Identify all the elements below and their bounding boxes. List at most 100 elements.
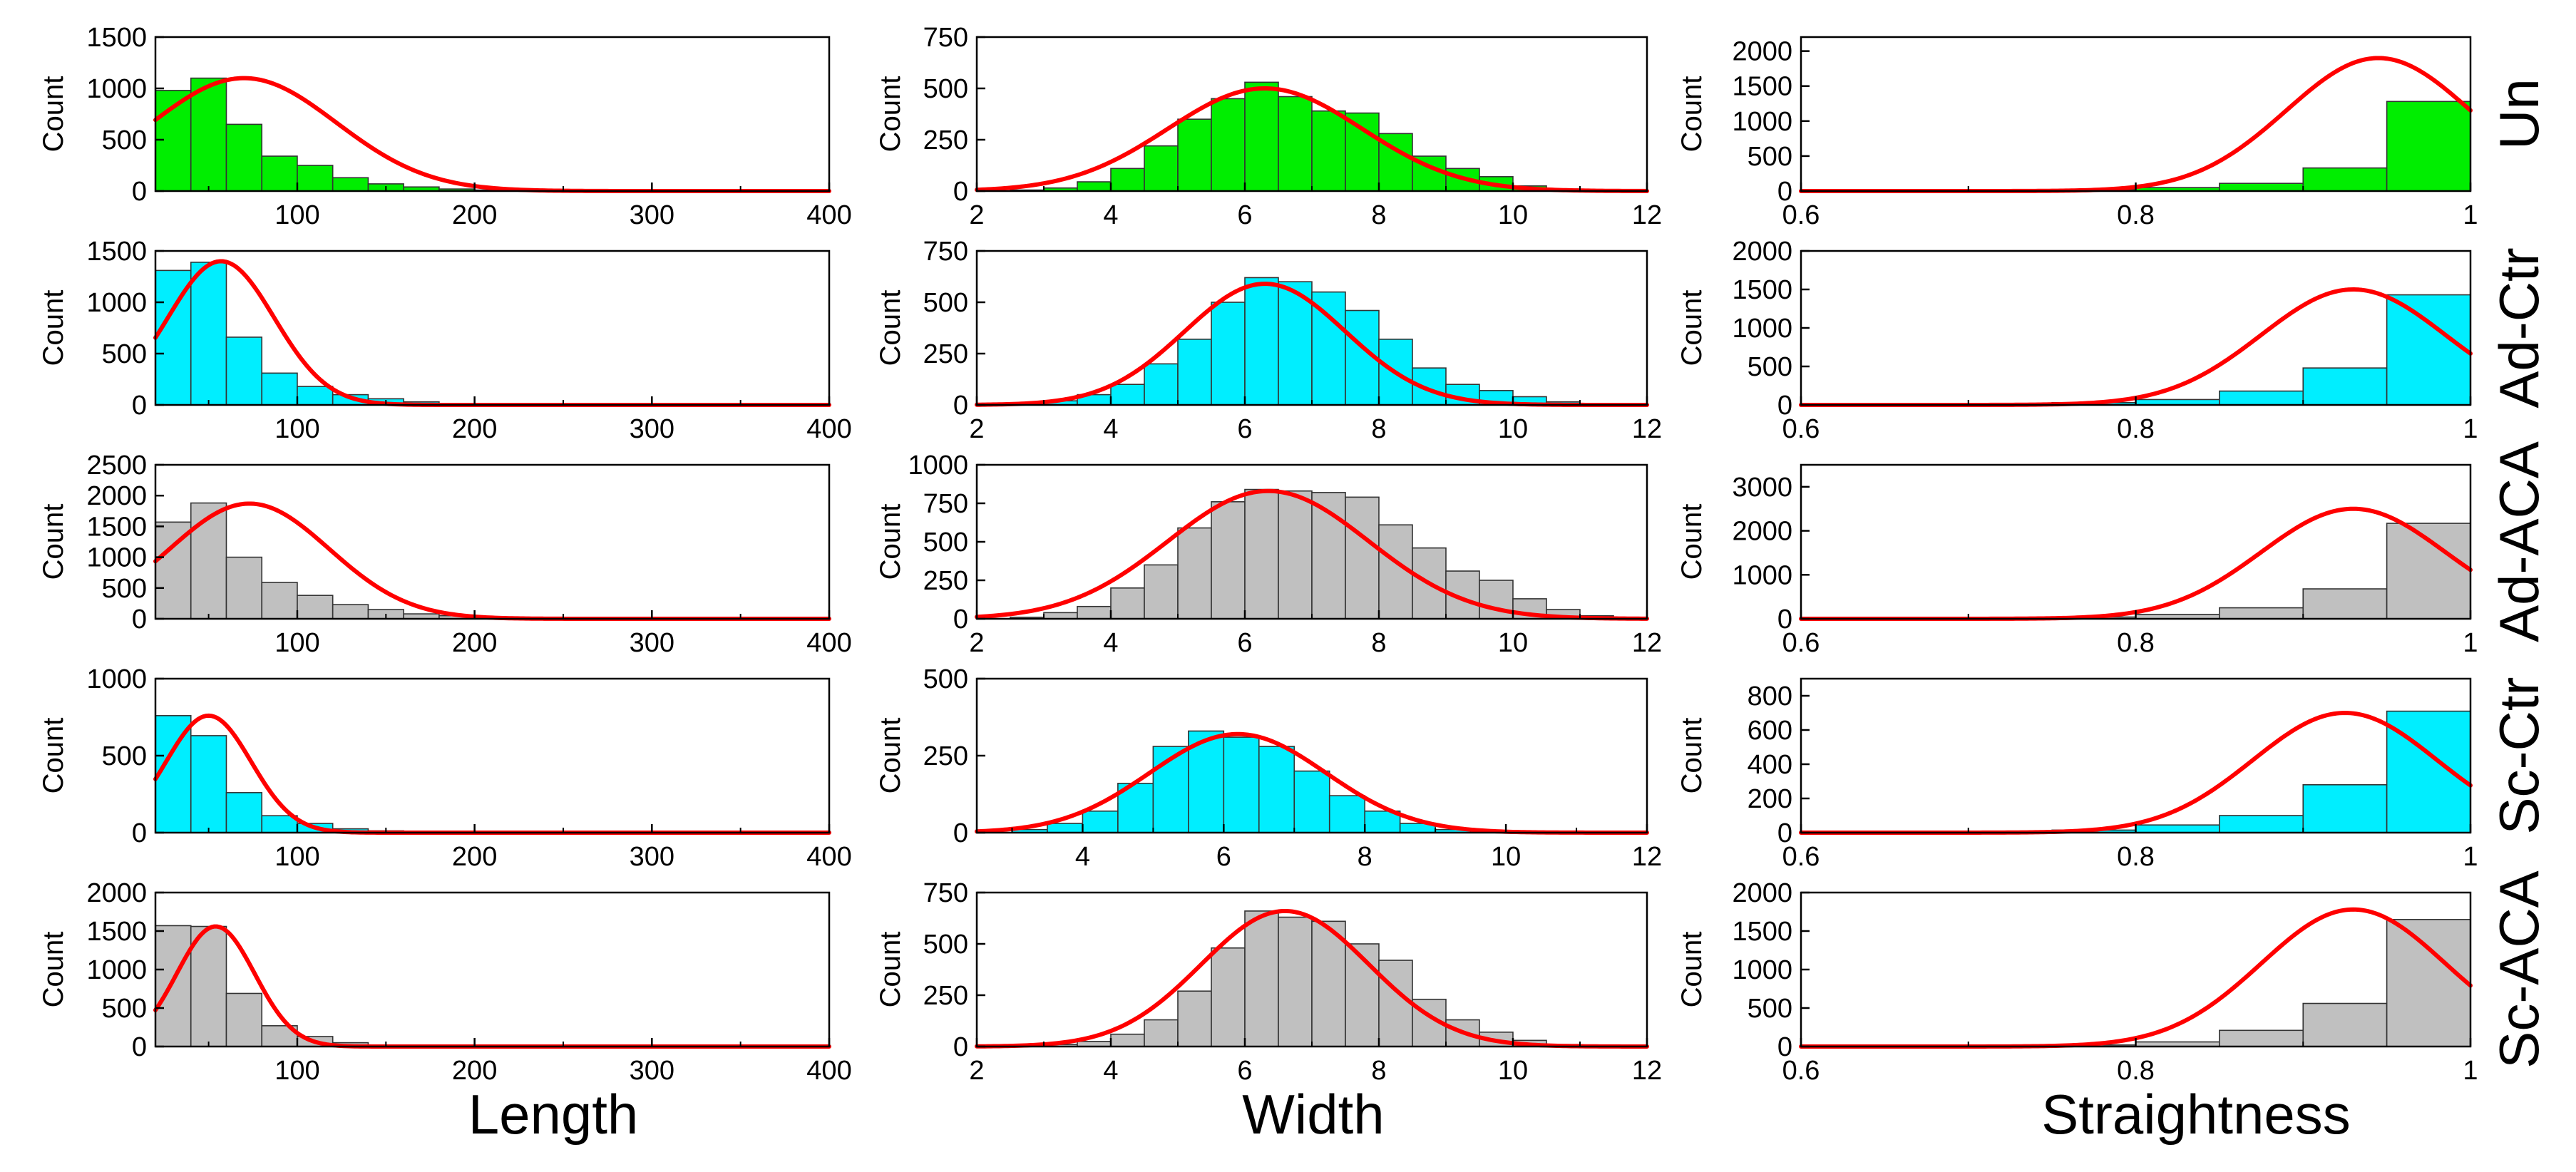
ad-aca-length-y-tick-label: 2000 <box>86 481 147 511</box>
un-width-x-tick-label: 12 <box>1632 200 1662 230</box>
ad-ctr-length-bar <box>190 262 227 406</box>
ad-aca-length-bar <box>225 556 263 620</box>
sc-aca-straightness-y-axis-label: Count <box>1676 932 1708 1008</box>
ad-ctr-length-axes-frame <box>154 250 831 406</box>
row-label-un: Un <box>2488 78 2550 150</box>
sc-ctr-straightness-x-tick-label: 1 <box>2463 842 2478 872</box>
sc-aca-width-fit-curve <box>975 908 1649 1049</box>
un-length-y-axis-label: Count <box>38 76 69 153</box>
un-straightness-y-tick-label: 1000 <box>1732 107 1792 137</box>
sc-aca-straightness-x-tick-label: 0.8 <box>2117 1056 2155 1086</box>
un-length-y-tick-label: 500 <box>102 125 147 155</box>
sc-ctr-straightness-panel: 0.6 0.8 1 0 200 400 600 800 Count <box>1676 677 2478 872</box>
ad-aca-width-y-tick-label: 500 <box>923 528 968 557</box>
sc-aca-width-y-tick-label: 750 <box>923 878 968 908</box>
ad-aca-width-bar <box>1144 564 1179 620</box>
sc-aca-width-x-tick-label: 12 <box>1632 1056 1662 1086</box>
sc-aca-width-bar <box>1278 916 1313 1047</box>
sc-ctr-width-bar <box>1364 810 1401 833</box>
ad-aca-straightness-x-tick-label: 1 <box>2463 628 2478 658</box>
ad-aca-width-x-tick-label: 8 <box>1371 628 1386 658</box>
sc-ctr-length-y-tick-label: 500 <box>102 741 147 771</box>
sc-aca-length-bar <box>155 925 192 1047</box>
un-length-bar <box>261 155 298 192</box>
sc-aca-width-panel: 2 4 6 8 10 12 0 250 500 750 Count <box>875 878 1662 1086</box>
un-length-bar <box>332 177 369 192</box>
un-length-x-tick-label: 100 <box>274 200 319 230</box>
sc-ctr-width-panel: 4 6 8 10 12 0 250 500 Count <box>875 664 1662 872</box>
ad-aca-straightness-bar <box>2219 607 2304 620</box>
un-length-y-tick-label: 0 <box>132 177 147 207</box>
un-width-y-tick-label: 250 <box>923 125 968 155</box>
ad-ctr-width-x-tick-label: 2 <box>969 414 984 444</box>
row-label-sc-aca: Sc-ACA <box>2488 870 2550 1068</box>
sc-aca-length-x-tick-label: 200 <box>452 1056 497 1086</box>
ad-ctr-straightness-y-tick-label: 1500 <box>1732 275 1792 305</box>
column-title-length: Length <box>468 1083 639 1146</box>
sc-ctr-width-x-tick-label: 8 <box>1358 842 1372 872</box>
sc-ctr-width-x-tick-label: 10 <box>1491 842 1521 872</box>
sc-aca-straightness-y-tick-label: 500 <box>1748 994 1792 1024</box>
ad-ctr-width-panel: 2 4 6 8 10 12 0 250 500 750 Count <box>875 237 1662 444</box>
sc-aca-straightness-bar <box>2386 919 2471 1047</box>
un-straightness-y-tick-label: 1500 <box>1732 72 1792 102</box>
ad-ctr-straightness-y-tick-label: 500 <box>1748 352 1792 382</box>
ad-ctr-straightness-x-tick-label: 0.6 <box>1782 414 1820 444</box>
ad-ctr-width-y-tick-label: 0 <box>953 391 968 421</box>
un-length-y-tick-label: 1000 <box>86 74 147 104</box>
un-width-y-tick-label: 500 <box>923 74 968 104</box>
row-label-sc-ctr: Sc-Ctr <box>2488 677 2550 835</box>
ad-ctr-width-y-tick-label: 750 <box>923 237 968 267</box>
sc-ctr-width-bar <box>1328 795 1366 833</box>
un-length-y-tick-label: 1500 <box>86 23 147 53</box>
sc-ctr-straightness-x-tick-label: 0.8 <box>2117 842 2155 872</box>
ad-ctr-width-bar <box>1244 277 1279 406</box>
ad-aca-straightness-bar <box>2302 588 2388 620</box>
un-length-x-tick-label: 200 <box>452 200 497 230</box>
ad-ctr-width-x-tick-label: 4 <box>1103 414 1118 444</box>
sc-aca-straightness-y-tick-label: 1500 <box>1732 917 1792 947</box>
un-width-x-tick-label: 8 <box>1371 200 1386 230</box>
sc-ctr-width-bar <box>1293 770 1330 833</box>
sc-ctr-width-x-tick-label: 4 <box>1075 842 1090 872</box>
ad-ctr-length-y-tick-label: 500 <box>102 339 147 369</box>
ad-aca-width-bar <box>1345 496 1380 620</box>
ad-ctr-length-bar <box>225 336 263 406</box>
un-width-y-axis-label: Count <box>875 76 906 153</box>
ad-aca-straightness-y-axis-label: Count <box>1676 504 1708 580</box>
sc-ctr-straightness-y-tick-label: 400 <box>1748 750 1792 780</box>
ad-aca-width-bar <box>1278 490 1313 620</box>
ad-aca-straightness-x-tick-label: 0.8 <box>2117 628 2155 658</box>
un-width-x-tick-label: 10 <box>1498 200 1528 230</box>
un-width-bar <box>1144 145 1179 192</box>
ad-ctr-length-x-tick-label: 200 <box>452 414 497 444</box>
sc-aca-width-bar <box>1345 943 1380 1047</box>
sc-aca-length-bar <box>225 992 263 1047</box>
ad-aca-length-x-tick-label: 400 <box>806 628 851 658</box>
un-width-bar <box>1177 118 1212 192</box>
ad-aca-length-y-tick-label: 1000 <box>86 543 147 573</box>
sc-ctr-width-y-tick-label: 500 <box>923 664 968 694</box>
ad-ctr-straightness-y-tick-label: 1000 <box>1732 314 1792 344</box>
ad-aca-width-y-tick-label: 1000 <box>908 451 968 480</box>
un-width-bar <box>1211 98 1246 192</box>
ad-ctr-straightness-bar <box>2302 367 2388 406</box>
ad-aca-width-bar <box>1110 587 1145 620</box>
sc-ctr-straightness-y-tick-label: 800 <box>1748 682 1792 711</box>
ad-aca-length-x-tick-label: 200 <box>452 628 497 658</box>
sc-aca-width-y-tick-label: 0 <box>953 1032 968 1062</box>
un-width-fit-curve <box>975 86 1649 193</box>
un-straightness-bar <box>2302 167 2388 192</box>
column-title-width: Width <box>1242 1083 1384 1146</box>
sc-aca-straightness-y-tick-label: 1000 <box>1732 955 1792 985</box>
sc-ctr-straightness-bar <box>2219 815 2304 833</box>
un-straightness-y-axis-label: Count <box>1676 76 1708 153</box>
un-straightness-x-tick-label: 0.6 <box>1782 200 1820 230</box>
ad-aca-length-y-tick-label: 1500 <box>86 512 147 542</box>
sc-aca-length-y-tick-label: 0 <box>132 1032 147 1062</box>
un-width-y-tick-label: 750 <box>923 23 968 53</box>
sc-ctr-width-x-tick-label: 6 <box>1216 842 1231 872</box>
sc-ctr-straightness-y-tick-label: 0 <box>1777 818 1792 848</box>
un-straightness-panel: 0.6 0.8 1 0 500 1000 1500 2000 Count <box>1676 36 2478 230</box>
